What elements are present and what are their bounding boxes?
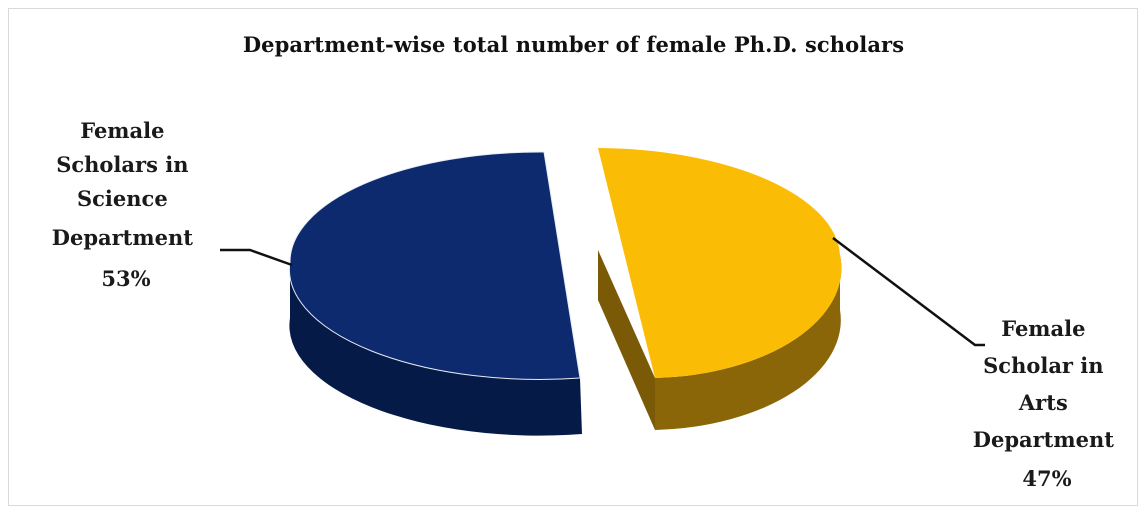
pie-slice-science-side (289, 262, 582, 436)
data-label-arts-line: Female (1001, 316, 1085, 341)
chart-title: Department-wise total number of female P… (242, 32, 905, 57)
data-label-science-value: 53% (101, 266, 150, 291)
pie-slice-arts-side (598, 250, 655, 430)
pie-slice-arts-outer (655, 255, 842, 430)
data-label-science-line: Female (80, 118, 164, 143)
leader-line-arts (832, 237, 985, 347)
leader-line-science (220, 248, 293, 267)
data-label-science-line: Department (52, 225, 193, 250)
data-label-science-line: Science (77, 186, 168, 211)
data-label-arts-value: 47% (1022, 466, 1071, 491)
data-label-arts: Female Scholar in Arts Department 47% (973, 316, 1122, 491)
data-label-science-line: Scholars in (56, 152, 188, 177)
pie-slice-arts (598, 148, 842, 430)
pie-slice-arts-face (598, 148, 842, 378)
pie-slice-science (288, 151, 582, 436)
data-label-arts-line: Arts (1018, 390, 1068, 415)
data-label-arts-line: Scholar in (983, 353, 1103, 378)
data-label-arts-line: Department (973, 427, 1114, 452)
pie-slice-science-face (288, 151, 581, 380)
data-label-science: Female Scholars in Science Department 53… (52, 118, 201, 291)
